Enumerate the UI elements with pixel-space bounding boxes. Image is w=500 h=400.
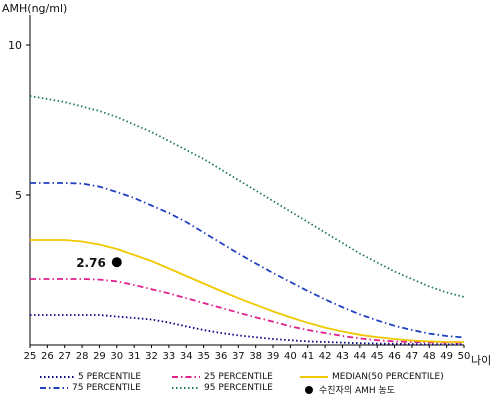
patient-point (111, 257, 122, 268)
x-tick-label-42: 42 (319, 351, 332, 362)
x-tick-label-27: 27 (58, 351, 71, 362)
patient-point-label: 2.76 (76, 256, 106, 270)
series-line-4 (29, 95, 465, 298)
legend-item-25th: 25 PERCENTILE (172, 372, 273, 382)
x-tick-label-31: 31 (128, 351, 141, 362)
legend-label-patient: 수진자의 AMH 농도 (319, 386, 396, 396)
x-tick-label-44: 44 (353, 351, 366, 362)
series-line-1 (30, 278, 464, 344)
legend-swatch-patient (305, 385, 313, 394)
legend-item-patient: 수진자의 AMH 농도 (300, 383, 395, 396)
x-tick-label-36: 36 (215, 351, 228, 362)
x-tick-label-30: 30 (110, 351, 123, 362)
x-tick-label-28: 28 (76, 351, 89, 362)
x-tick-label-41: 41 (301, 351, 314, 362)
x-axis-label: 나이 (471, 354, 492, 367)
x-tick-label-34: 34 (180, 351, 193, 362)
x-tick-label-40: 40 (284, 351, 297, 362)
x-tick-label-38: 38 (249, 351, 262, 362)
legend-label-25th: 25 PERCENTILE (204, 372, 273, 382)
series-line-2 (30, 239, 464, 343)
x-tick-label-32: 32 (145, 351, 158, 362)
x-tick-label-37: 37 (232, 351, 245, 362)
legend-swatch-95th (172, 387, 200, 389)
legend-label-5th: 5 PERCENTILE (78, 372, 142, 382)
y-axis-label: AMH(ng/ml) (2, 2, 68, 15)
legend-label-median: MEDIAN(50 PERCENTILE) (332, 372, 444, 382)
legend-label-75th: 75 PERCENTILE (72, 383, 141, 393)
legend-item-95th: 95 PERCENTILE (172, 383, 273, 393)
x-tick-label-39: 39 (267, 351, 280, 362)
series-line-3 (30, 182, 465, 339)
legend-swatch-75th (40, 387, 68, 389)
x-tick-label-26: 26 (41, 351, 54, 362)
legend-item-75th: 75 PERCENTILE (40, 383, 141, 393)
legend: 5 PERCENTILE 25 PERCENTILE MEDIAN(50 PER… (0, 368, 500, 400)
x-tick-label-25: 25 (24, 351, 37, 362)
x-tick-label-43: 43 (336, 351, 349, 362)
y-tick-label-10: 10 (8, 39, 22, 52)
x-tick-label-33: 33 (163, 351, 176, 362)
axes: 5 10 25 26 27 28 29 30 31 32 33 34 35 36 37 38 39 40 41 42 4… (8, 15, 470, 362)
legend-item-5th: 5 PERCENTILE (40, 372, 141, 382)
legend-label-95th: 95 PERCENTILE (204, 383, 273, 393)
x-tick-label-49: 49 (440, 351, 453, 362)
x-tick-label-29: 29 (93, 351, 106, 362)
x-tick-label-47: 47 (406, 351, 419, 362)
x-tick-label-35: 35 (197, 351, 210, 362)
patient-marker: 2.76 (76, 256, 122, 270)
x-tick-label-50: 50 (458, 351, 471, 362)
x-tick-label-48: 48 (423, 351, 436, 362)
series-lines (29, 95, 465, 346)
x-tick-label-46: 46 (388, 351, 401, 362)
legend-swatch-median (300, 376, 328, 378)
legend-swatch-25th (172, 376, 200, 378)
legend-item-median: MEDIAN(50 PERCENTILE) (300, 372, 444, 382)
legend-swatch-5th (40, 376, 74, 378)
x-tick-label-45: 45 (371, 351, 384, 362)
series-line-0 (30, 314, 464, 346)
y-tick-label-5: 5 (15, 189, 22, 202)
